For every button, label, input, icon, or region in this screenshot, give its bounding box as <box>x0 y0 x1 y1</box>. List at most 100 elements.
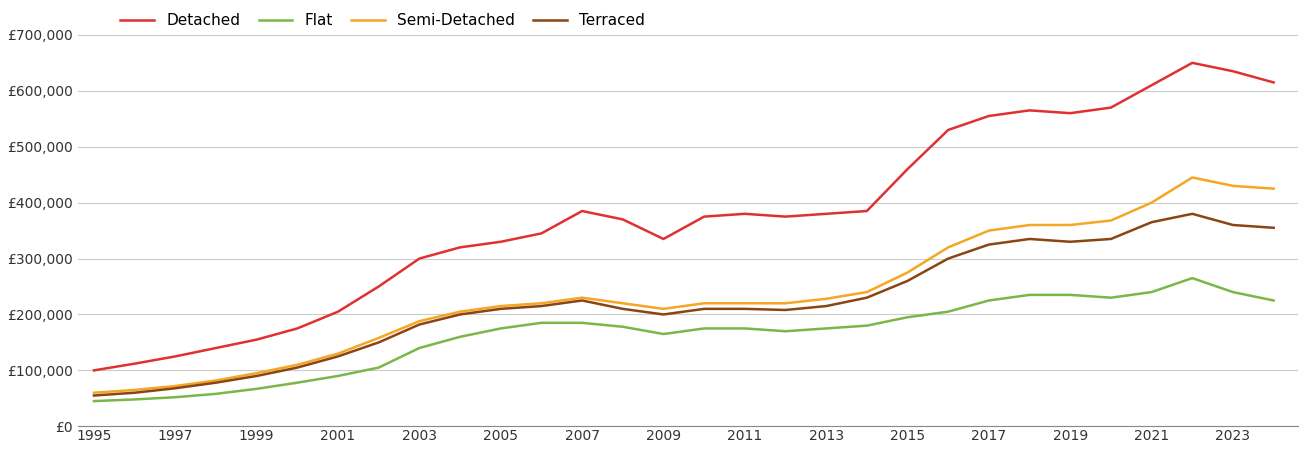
Terraced <box>1022 236 1037 242</box>
Flat <box>574 320 590 325</box>
Detached <box>697 214 713 219</box>
Legend: Detached, Flat, Semi-Detached, Terraced: Detached, Flat, Semi-Detached, Terraced <box>115 7 651 34</box>
Semi-Detached <box>899 270 915 275</box>
Detached <box>534 231 549 236</box>
Semi-Detached <box>655 306 671 311</box>
Terraced <box>1143 220 1159 225</box>
Detached <box>1143 82 1159 88</box>
Terraced <box>1266 225 1282 230</box>
Detached <box>167 354 183 359</box>
Flat <box>249 386 265 391</box>
Detached <box>127 361 142 366</box>
Detached <box>655 236 671 242</box>
Terraced <box>493 306 509 311</box>
Detached <box>1266 80 1282 85</box>
Line: Flat: Flat <box>94 278 1274 401</box>
Semi-Detached <box>249 370 265 376</box>
Flat <box>330 373 346 378</box>
Semi-Detached <box>574 295 590 301</box>
Terraced <box>127 390 142 396</box>
Flat <box>1103 295 1118 301</box>
Detached <box>859 208 874 214</box>
Terraced <box>737 306 753 311</box>
Semi-Detached <box>86 390 102 396</box>
Detached <box>899 166 915 172</box>
Detached <box>411 256 427 261</box>
Semi-Detached <box>330 351 346 356</box>
Terraced <box>371 340 386 345</box>
Detached <box>1022 108 1037 113</box>
Flat <box>534 320 549 325</box>
Detached <box>371 284 386 289</box>
Terraced <box>941 256 957 261</box>
Flat <box>127 397 142 402</box>
Detached <box>778 214 793 219</box>
Semi-Detached <box>290 362 305 368</box>
Semi-Detached <box>737 301 753 306</box>
Semi-Detached <box>493 303 509 309</box>
Detached <box>941 127 957 133</box>
Semi-Detached <box>941 245 957 250</box>
Semi-Detached <box>1022 222 1037 228</box>
Terraced <box>981 242 997 247</box>
Flat <box>697 326 713 331</box>
Flat <box>859 323 874 328</box>
Terraced <box>859 295 874 301</box>
Flat <box>615 324 630 329</box>
Detached <box>209 345 224 351</box>
Detached <box>1225 68 1241 74</box>
Detached <box>615 217 630 222</box>
Detached <box>86 368 102 373</box>
Flat <box>209 391 224 396</box>
Semi-Detached <box>1225 183 1241 189</box>
Flat <box>655 331 671 337</box>
Terraced <box>697 306 713 311</box>
Flat <box>981 298 997 303</box>
Terraced <box>1103 236 1118 242</box>
Terraced <box>899 278 915 284</box>
Detached <box>493 239 509 244</box>
Terraced <box>1225 222 1241 228</box>
Semi-Detached <box>534 301 549 306</box>
Flat <box>1225 289 1241 295</box>
Flat <box>778 328 793 334</box>
Flat <box>1143 289 1159 295</box>
Terraced <box>818 303 834 309</box>
Detached <box>290 326 305 331</box>
Semi-Detached <box>371 335 386 341</box>
Flat <box>371 365 386 370</box>
Semi-Detached <box>167 383 183 389</box>
Terraced <box>1062 239 1078 244</box>
Flat <box>86 398 102 404</box>
Detached <box>1185 60 1201 66</box>
Flat <box>1062 292 1078 297</box>
Line: Terraced: Terraced <box>94 214 1274 396</box>
Semi-Detached <box>1103 218 1118 223</box>
Terraced <box>167 386 183 391</box>
Semi-Detached <box>859 289 874 295</box>
Flat <box>941 309 957 315</box>
Flat <box>737 326 753 331</box>
Semi-Detached <box>1185 175 1201 180</box>
Terraced <box>453 312 468 317</box>
Semi-Detached <box>1143 200 1159 205</box>
Semi-Detached <box>453 309 468 315</box>
Flat <box>167 395 183 400</box>
Flat <box>411 345 427 351</box>
Flat <box>1266 298 1282 303</box>
Flat <box>453 334 468 339</box>
Terraced <box>574 298 590 303</box>
Terraced <box>655 312 671 317</box>
Terraced <box>86 393 102 398</box>
Detached <box>1103 105 1118 110</box>
Semi-Detached <box>209 378 224 383</box>
Terraced <box>290 365 305 370</box>
Flat <box>493 326 509 331</box>
Flat <box>1185 275 1201 281</box>
Semi-Detached <box>1266 186 1282 191</box>
Detached <box>574 208 590 214</box>
Line: Semi-Detached: Semi-Detached <box>94 177 1274 393</box>
Semi-Detached <box>615 301 630 306</box>
Semi-Detached <box>697 301 713 306</box>
Terraced <box>778 307 793 313</box>
